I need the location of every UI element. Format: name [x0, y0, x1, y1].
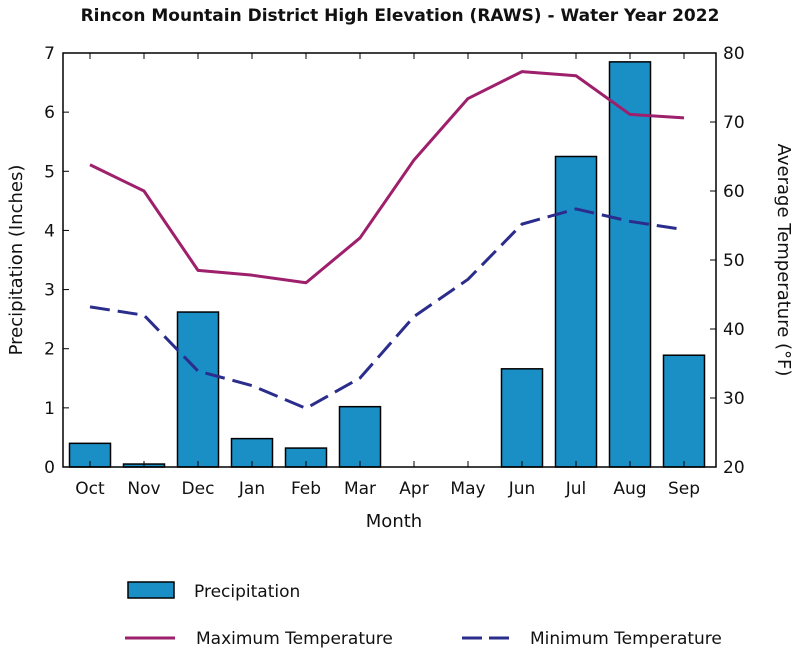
y-tick-label: 2: [44, 340, 55, 360]
max-temperature-line: [89, 70, 685, 285]
bar-jul: [554, 155, 598, 468]
x-tick-label: Aug: [613, 479, 646, 499]
x-tick-label: Mar: [344, 479, 376, 499]
bar-sep: [662, 354, 706, 468]
y-tick-label: 6: [44, 103, 55, 123]
x-tick-label: Oct: [75, 479, 105, 499]
bar-jun: [500, 368, 544, 468]
x-tick-label: Feb: [291, 479, 321, 499]
y2-tick-label: 20: [723, 458, 745, 478]
ticks: Oct Nov Dec Jan Feb Mar Apr May Jun Jul Aug Sep 0 1 2 3…: [44, 44, 744, 499]
y-tick-label: 1: [44, 399, 55, 419]
lines: [89, 70, 685, 410]
x-tick-label: May: [450, 479, 485, 499]
x-tick-label: Sep: [668, 479, 700, 499]
y2-tick-label: 60: [723, 182, 745, 202]
y-axis-label: Precipitation (Inches): [6, 165, 27, 356]
bar-dec: [176, 311, 220, 468]
y2-tick-label: 50: [723, 251, 745, 271]
legend-precip-swatch: [127, 581, 175, 599]
y-tick-label: 7: [44, 44, 55, 64]
x-tick-label: Jan: [238, 479, 265, 499]
x-tick-label: Nov: [127, 479, 160, 499]
y2-tick-label: 40: [723, 320, 745, 340]
y-tick-label: 4: [44, 221, 55, 241]
min-temperature-line: [89, 207, 685, 410]
x-axis-label: Month: [366, 511, 422, 532]
legend-precip-label: Precipitation: [194, 582, 300, 602]
chart-title: Rincon Mountain District High Elevation …: [81, 6, 720, 26]
legend-min-label: Minimum Temperature: [530, 629, 722, 649]
x-tick-label: Apr: [399, 479, 428, 499]
y2-tick-label: 30: [723, 389, 745, 409]
x-tick-label: Jul: [565, 479, 587, 499]
y-tick-label: 0: [44, 458, 55, 478]
bar-mar: [338, 405, 382, 468]
legend: Precipitation Maximum Temperature Minimu…: [125, 581, 722, 649]
y2-axis-label: Average Temperature (°F): [773, 144, 794, 377]
x-tick-label: Dec: [182, 479, 215, 499]
y2-tick-label: 70: [723, 113, 745, 133]
y-tick-label: 5: [44, 162, 55, 182]
y2-tick-label: 80: [723, 44, 745, 64]
y-tick-label: 3: [44, 281, 55, 301]
bars: [68, 61, 706, 468]
bar-aug: [608, 61, 652, 468]
x-tick-label: Jun: [508, 479, 536, 499]
legend-max-label: Maximum Temperature: [196, 629, 393, 649]
